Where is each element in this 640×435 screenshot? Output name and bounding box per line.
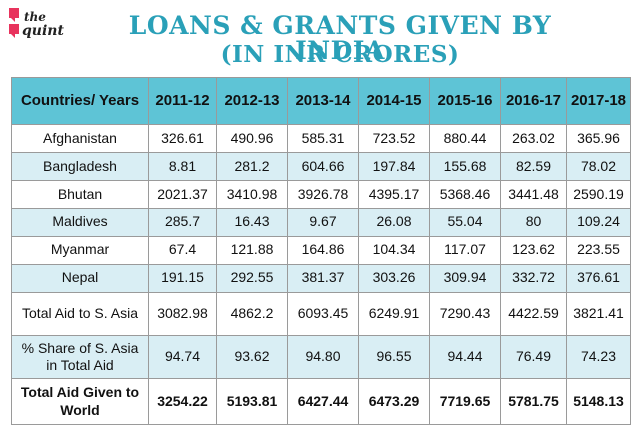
row-label: Maldives	[11, 207, 149, 237]
data-cell: 5781.75	[500, 378, 567, 425]
header-year: 2012-13	[216, 77, 288, 125]
data-cell: 96.55	[358, 334, 430, 380]
table-row: Afghanistan 326.61 490.96 585.31 723.52 …	[11, 124, 631, 153]
header-year: 2017-18	[566, 77, 631, 125]
data-cell: 263.02	[500, 124, 567, 153]
data-cell: 4422.59	[500, 291, 567, 336]
data-cell: 880.44	[429, 124, 501, 153]
data-cell: 365.96	[566, 124, 631, 153]
data-cell: 76.49	[500, 334, 567, 380]
data-cell: 78.02	[566, 151, 631, 181]
header-year: 2013-14	[287, 77, 359, 125]
data-cell: 164.86	[287, 235, 359, 265]
table-row: Total Aid to S. Asia 3082.98 4862.2 6093…	[11, 291, 631, 336]
header-year: 2015-16	[429, 77, 501, 125]
data-cell: 191.15	[148, 263, 217, 293]
data-cell: 3441.48	[500, 179, 567, 209]
logo-mark-icon	[9, 8, 19, 38]
data-cell: 604.66	[287, 151, 359, 181]
header-year: 2016-17	[500, 77, 567, 125]
row-label: Myanmar	[11, 235, 149, 265]
table-row: % Share of S. Asia in Total Aid 94.74 93…	[11, 334, 631, 380]
data-cell: 9.67	[287, 207, 359, 237]
data-cell: 93.62	[216, 334, 288, 380]
data-cell: 117.07	[429, 235, 501, 265]
data-cell: 285.7	[148, 207, 217, 237]
header-row: Countries/ Years 2011-12 2012-13 2013-14…	[11, 77, 631, 125]
data-cell: 80	[500, 207, 567, 237]
data-cell: 723.52	[358, 124, 430, 153]
table-row-total: Total Aid Given to World 3254.22 5193.81…	[11, 378, 631, 425]
data-cell: 67.4	[148, 235, 217, 265]
data-cell: 121.88	[216, 235, 288, 265]
data-cell: 326.61	[148, 124, 217, 153]
data-cell: 5148.13	[566, 378, 631, 425]
data-cell: 6249.91	[358, 291, 430, 336]
table-row: Myanmar 67.4 121.88 164.86 104.34 117.07…	[11, 235, 631, 265]
data-cell: 3254.22	[148, 378, 217, 425]
row-label: Nepal	[11, 263, 149, 293]
data-cell: 223.55	[566, 235, 631, 265]
row-label: Total Aid to S. Asia	[11, 291, 149, 336]
the-quint-logo: the quint	[6, 6, 66, 46]
data-cell: 4862.2	[216, 291, 288, 336]
data-cell: 82.59	[500, 151, 567, 181]
row-label: Total Aid Given to World	[11, 378, 149, 425]
table-row: Bhutan 2021.37 3410.98 3926.78 4395.17 5…	[11, 179, 631, 209]
row-label: Afghanistan	[11, 124, 149, 153]
data-cell: 3926.78	[287, 179, 359, 209]
page-subtitle: (IN INR CRORES)	[220, 41, 460, 68]
data-cell: 5193.81	[216, 378, 288, 425]
data-cell: 2021.37	[148, 179, 217, 209]
logo-text-the: the	[24, 10, 46, 24]
header-year: 2014-15	[358, 77, 430, 125]
data-cell: 490.96	[216, 124, 288, 153]
row-label: Bhutan	[11, 179, 149, 209]
data-cell: 332.72	[500, 263, 567, 293]
data-cell: 3410.98	[216, 179, 288, 209]
data-cell: 197.84	[358, 151, 430, 181]
header-countries-years: Countries/ Years	[11, 77, 149, 125]
table-row: Maldives 285.7 16.43 9.67 26.08 55.04 80…	[11, 207, 631, 237]
data-cell: 6473.29	[358, 378, 430, 425]
data-cell: 104.34	[358, 235, 430, 265]
row-label: Bangladesh	[11, 151, 149, 181]
data-cell: 123.62	[500, 235, 567, 265]
data-cell: 94.80	[287, 334, 359, 380]
data-cell: 8.81	[148, 151, 217, 181]
data-cell: 292.55	[216, 263, 288, 293]
data-cell: 4395.17	[358, 179, 430, 209]
data-cell: 7290.43	[429, 291, 501, 336]
data-cell: 281.2	[216, 151, 288, 181]
data-cell: 155.68	[429, 151, 501, 181]
data-cell: 5368.46	[429, 179, 501, 209]
data-cell: 309.94	[429, 263, 501, 293]
data-cell: 381.37	[287, 263, 359, 293]
data-cell: 94.74	[148, 334, 217, 380]
data-cell: 7719.65	[429, 378, 501, 425]
data-cell: 585.31	[287, 124, 359, 153]
data-cell: 303.26	[358, 263, 430, 293]
data-cell: 109.24	[566, 207, 631, 237]
data-cell: 2590.19	[566, 179, 631, 209]
table-row: Bangladesh 8.81 281.2 604.66 197.84 155.…	[11, 151, 631, 181]
data-cell: 74.23	[566, 334, 631, 380]
data-cell: 6093.45	[287, 291, 359, 336]
data-cell: 3821.41	[566, 291, 631, 336]
data-cell: 376.61	[566, 263, 631, 293]
data-cell: 55.04	[429, 207, 501, 237]
row-label: % Share of S. Asia in Total Aid	[11, 334, 149, 380]
data-cell: 26.08	[358, 207, 430, 237]
logo-text-quint: quint	[22, 23, 64, 39]
data-cell: 3082.98	[148, 291, 217, 336]
aid-table: Countries/ Years 2011-12 2012-13 2013-14…	[11, 77, 631, 425]
data-cell: 16.43	[216, 207, 288, 237]
page-title: LOANS & GRANTS GIVEN BY INDIA	[128, 11, 552, 65]
table-row: Nepal 191.15 292.55 381.37 303.26 309.94…	[11, 263, 631, 293]
header-year: 2011-12	[148, 77, 217, 125]
data-cell: 6427.44	[287, 378, 359, 425]
data-cell: 94.44	[429, 334, 501, 380]
